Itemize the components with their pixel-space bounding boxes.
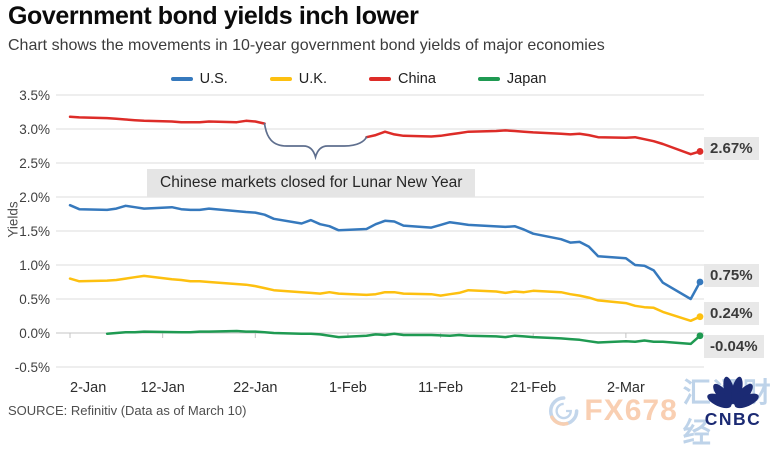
legend-label-us: U.S. [199, 71, 228, 87]
x-tick-label: 2-Jan [70, 380, 106, 396]
page-title: Government bond yields inch lower [8, 2, 419, 30]
x-tick-label: 1-Feb [329, 380, 367, 396]
uk-line [68, 274, 702, 323]
y-axis-title: Yields [5, 201, 21, 238]
chart-subtitle: Chart shows the movements in 10-year gov… [8, 37, 605, 54]
y-tick-label: 2.0% [19, 190, 50, 205]
legend-label-china: China [398, 71, 436, 87]
x-tick-label: 21-Feb [510, 380, 556, 396]
y-tick-label: 1.0% [19, 258, 50, 273]
end-label-japan: -0.04% [704, 335, 764, 358]
legend-label-japan: Japan [506, 71, 547, 87]
end-label-us: 0.75% [704, 264, 759, 287]
y-tick-label: 3.0% [19, 122, 50, 137]
end-label-uk: 0.24% [704, 302, 759, 325]
us-line-swatch-icon [170, 77, 193, 81]
x-tick-label: 22-Jan [233, 380, 277, 396]
japan-end-dot [696, 332, 704, 340]
x-tick-label: 12-Jan [140, 380, 184, 396]
y-tick-label: 1.5% [19, 224, 50, 239]
source-note: SOURCE: Refinitiv (Data as of March 10) [8, 403, 247, 418]
cnbc-logo: CNBC [690, 376, 776, 433]
gap-brace [263, 122, 368, 161]
china-end-dot [696, 148, 704, 155]
uk-end-dot [696, 313, 704, 321]
chart-legend: U.S. U.K. China Japan [60, 71, 657, 87]
y-tick-label: -0.5% [15, 360, 50, 375]
y-tick-label: 0.5% [19, 292, 50, 307]
x-tick-label: 11-Feb [418, 380, 463, 396]
legend-item-japan: Japan [477, 71, 547, 87]
china-line-swatch-icon [369, 77, 391, 81]
uk-line-swatch-icon [269, 77, 292, 81]
y-tick-label: 0.0% [19, 326, 50, 341]
x-tick-label: 2-Mar [607, 380, 645, 396]
bond-yields-chart: 3.5% 3.0% 2.5% 2.0% 1.5% 1.0% 0.5% 0.0% -0.5% 2-J… [15, 88, 704, 396]
us-line [68, 203, 702, 301]
end-label-china: 2.67% [704, 137, 759, 160]
legend-item-us: U.S. [170, 71, 228, 87]
us-end-dot [696, 278, 704, 286]
legend-item-uk: U.K. [269, 71, 327, 87]
cnbc-wordmark: CNBC [705, 409, 762, 428]
legend-item-china: China [369, 71, 436, 87]
japan-line [105, 329, 702, 346]
china-line [365, 129, 702, 156]
y-tick-label: 2.5% [19, 156, 50, 171]
china-line [68, 115, 266, 125]
lunar-new-year-annotation: Chinese markets closed for Lunar New Yea… [147, 169, 476, 197]
y-tick-label: 3.5% [19, 88, 50, 103]
legend-label-uk: U.K. [298, 71, 327, 87]
cnbc-peacock-icon: CNBC [705, 376, 762, 429]
japan-line-swatch-icon [477, 77, 500, 81]
